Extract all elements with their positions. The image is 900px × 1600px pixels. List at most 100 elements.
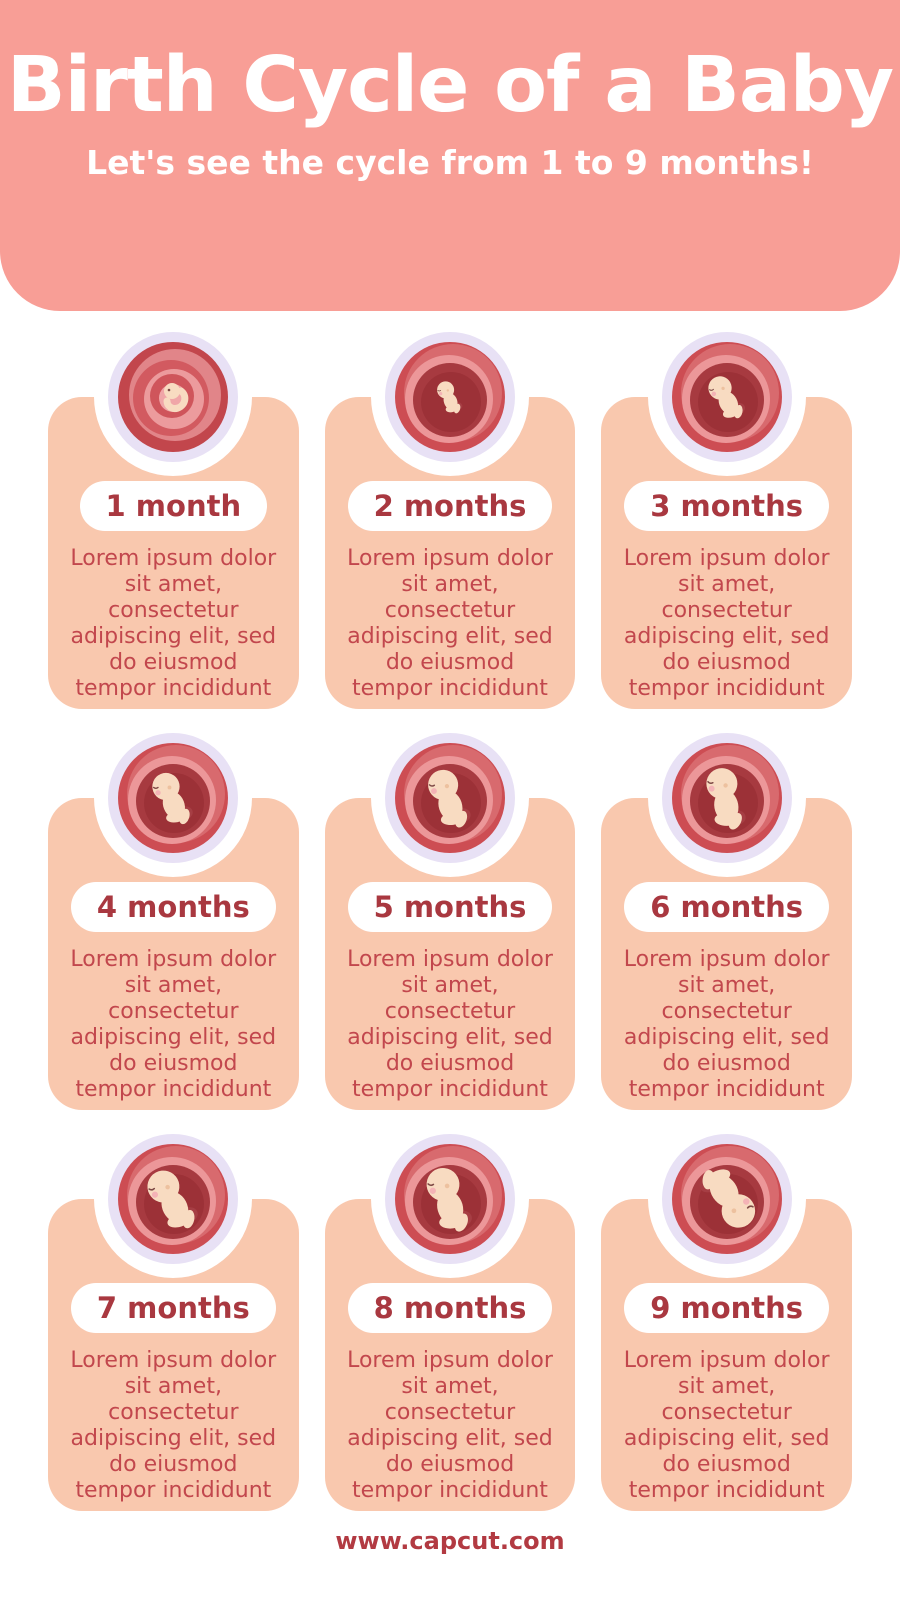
description-line: do eiusmod: [109, 1452, 238, 1477]
fetus-illustration-icon: [118, 1144, 229, 1254]
description-line: tempor incididunt: [628, 1077, 825, 1102]
description-line: Lorem ipsum dolor: [347, 546, 553, 571]
month-card-body: 3 months Lorem ipsum dolor sit amet, conse…: [601, 397, 852, 709]
page-subtitle: Let's see the cycle from 1 to 9 months!: [86, 143, 814, 182]
description-line: Lorem ipsum dolor: [347, 947, 553, 972]
infographic-page: Birth Cycle of a Baby Let's see the cycl…: [0, 0, 900, 1555]
description-line: do eiusmod: [662, 1452, 791, 1477]
month-label-pill: 8 months: [347, 1283, 553, 1333]
month-description: Lorem ipsum dolor sit amet, consectetur adi…: [341, 546, 560, 702]
month-label: 1 month: [105, 489, 242, 523]
fetus-illustration: [94, 318, 253, 476]
description-line: do eiusmod: [385, 650, 515, 675]
month-label: 6 months: [650, 890, 804, 924]
fetus-illustration-icon: [118, 743, 229, 853]
description-line: tempor incididunt: [75, 1478, 272, 1503]
month-description: Lorem ipsum dolor sit amet, consectetur adi…: [617, 546, 836, 702]
description-line: sit amet,: [678, 572, 776, 597]
month-description: Lorem ipsum dolor sit amet, consectetur adi…: [64, 546, 283, 702]
description-line: adipiscing elit, sed: [623, 624, 830, 649]
description-line: Lorem ipsum dolor: [347, 1348, 553, 1373]
description-line: do eiusmod: [662, 650, 791, 675]
month-label: 7 months: [96, 1291, 250, 1325]
month-label-pill: 9 months: [624, 1283, 830, 1333]
description-line: tempor incididunt: [352, 1077, 548, 1102]
month-label-pill: 5 months: [347, 882, 553, 932]
fetus-illustration: [94, 719, 253, 877]
description-line: do eiusmod: [662, 1051, 791, 1076]
month-label: 5 months: [373, 890, 527, 924]
month-label-pill: 7 months: [70, 1283, 276, 1333]
description-line: do eiusmod: [385, 1452, 515, 1477]
month-description: Lorem ipsum dolor sit amet, consectetur adi…: [64, 1348, 283, 1504]
fetus-illustration: [647, 1120, 806, 1278]
month-card-body: 4 months Lorem ipsum dolor sit amet, conse…: [48, 798, 299, 1110]
description-line: adipiscing elit, sed: [347, 1426, 553, 1451]
month-description: Lorem ipsum dolor sit amet, consectetur adi…: [617, 947, 836, 1103]
month-card: 8 months Lorem ipsum dolor sit amet, conse…: [324, 1120, 576, 1511]
month-description: Lorem ipsum dolor sit amet, consectetur adi…: [64, 947, 283, 1103]
description-line: sit amet,: [124, 1374, 222, 1399]
month-card-body: 2 months Lorem ipsum dolor sit amet, conse…: [324, 397, 576, 709]
description-line: consectetur: [108, 598, 239, 623]
description-line: sit amet,: [401, 1374, 499, 1399]
month-label: 8 months: [373, 1291, 527, 1325]
description-line: sit amet,: [401, 973, 499, 998]
month-description: Lorem ipsum dolor sit amet, consectetur adi…: [341, 947, 560, 1103]
description-line: adipiscing elit, sed: [347, 1025, 553, 1050]
description-line: tempor incididunt: [75, 1077, 272, 1102]
website-text: www.capcut.com: [335, 1527, 565, 1555]
description-line: Lorem ipsum dolor: [70, 947, 277, 972]
description-line: consectetur: [661, 1400, 792, 1425]
fetus-illustration: [94, 1120, 253, 1278]
description-line: Lorem ipsum dolor: [623, 947, 830, 972]
footer: www.capcut.com: [0, 1527, 900, 1555]
fetus-illustration-icon: [394, 1144, 505, 1254]
description-line: adipiscing elit, sed: [70, 1426, 277, 1451]
description-line: tempor incididunt: [352, 676, 548, 701]
month-card: 3 months Lorem ipsum dolor sit amet, conse…: [601, 318, 852, 709]
description-line: adipiscing elit, sed: [623, 1025, 830, 1050]
description-line: consectetur: [384, 598, 516, 623]
fetus-illustration-icon: [394, 743, 505, 853]
month-card-body: 7 months Lorem ipsum dolor sit amet, conse…: [48, 1199, 299, 1511]
description-line: consectetur: [384, 999, 516, 1024]
month-label-pill: 6 months: [624, 882, 830, 932]
fetus-illustration: [370, 719, 529, 877]
month-label: 3 months: [650, 489, 804, 523]
description-line: consectetur: [108, 1400, 239, 1425]
month-description: Lorem ipsum dolor sit amet, consectetur adi…: [617, 1348, 836, 1504]
description-line: sit amet,: [124, 973, 222, 998]
fetus-illustration: [370, 318, 529, 476]
month-description: Lorem ipsum dolor sit amet, consectetur adi…: [341, 1348, 560, 1504]
month-label-pill: 1 month: [79, 481, 268, 531]
month-card: 5 months Lorem ipsum dolor sit amet, conse…: [324, 719, 576, 1110]
fetus-illustration-icon: [671, 342, 782, 452]
month-label-pill: 4 months: [70, 882, 276, 932]
description-line: Lorem ipsum dolor: [623, 546, 830, 571]
month-label-pill: 2 months: [347, 481, 553, 531]
month-card: 1 month Lorem ipsum dolor sit amet, consec…: [48, 318, 299, 709]
description-line: do eiusmod: [109, 650, 238, 675]
description-line: sit amet,: [124, 572, 222, 597]
month-card: 9 months Lorem ipsum dolor sit amet, conse…: [601, 1120, 852, 1511]
page-title: Birth Cycle of a Baby: [6, 41, 894, 130]
month-label: 9 months: [650, 1291, 804, 1325]
month-card-body: 5 months Lorem ipsum dolor sit amet, conse…: [324, 798, 576, 1110]
description-line: do eiusmod: [385, 1051, 515, 1076]
month-card: 7 months Lorem ipsum dolor sit amet, conse…: [48, 1120, 299, 1511]
month-label: 2 months: [373, 489, 527, 523]
month-card-body: 6 months Lorem ipsum dolor sit amet, conse…: [601, 798, 852, 1110]
description-line: tempor incididunt: [352, 1478, 548, 1503]
description-line: sit amet,: [678, 1374, 776, 1399]
fetus-illustration-icon: [671, 1144, 782, 1254]
fetus-illustration-icon: [671, 743, 782, 853]
fetus-illustration-icon: [118, 342, 229, 452]
month-label: 4 months: [96, 890, 250, 924]
months-grid: 1 month Lorem ipsum dolor sit amet, consec…: [48, 318, 852, 1511]
description-line: sit amet,: [678, 973, 776, 998]
description-line: adipiscing elit, sed: [347, 624, 553, 649]
month-card: 4 months Lorem ipsum dolor sit amet, conse…: [48, 719, 299, 1110]
fetus-illustration: [647, 318, 806, 476]
description-line: consectetur: [661, 598, 792, 623]
